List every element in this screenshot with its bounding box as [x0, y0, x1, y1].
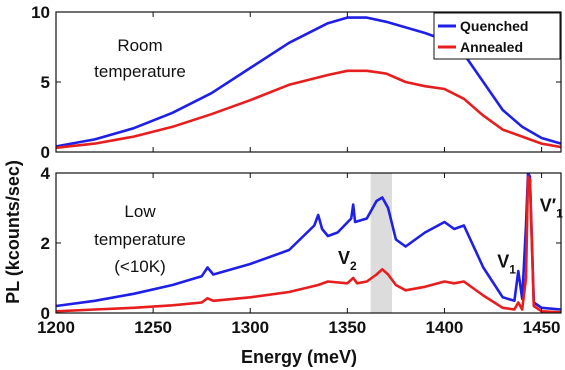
legend: Quenched Annealed	[433, 12, 561, 60]
legend-label: Quenched	[460, 18, 528, 34]
y-tick-label: 10	[31, 3, 50, 22]
panel-annotation: temperature	[94, 62, 186, 81]
series-line-quenched	[56, 16, 561, 148]
peak-label: V1	[497, 252, 516, 277]
y-tick-label: 0	[41, 143, 50, 162]
x-tick-label: 1300	[231, 318, 269, 337]
highlight-band	[370, 173, 393, 313]
x-tick-label: 1400	[426, 318, 464, 337]
low-temperature-panel: 0 2 4 1200 1250 1300 1350 1400 1450 Low temperatur…	[37, 164, 563, 337]
x-tick-label: 1450	[523, 318, 561, 337]
legend-label: Annealed	[460, 39, 523, 55]
series-line-annealed	[56, 69, 561, 150]
y-tick-label: 2	[41, 234, 50, 253]
peak-label: V2	[338, 248, 357, 273]
panel-annotation: (<10K)	[114, 257, 166, 276]
x-axis-title: Energy (meV)	[241, 347, 357, 367]
series-line-annealed	[56, 175, 561, 313]
panel-annotation: Room	[117, 36, 162, 55]
x-tick-label: 1350	[328, 318, 366, 337]
panel-annotation: Low	[124, 202, 156, 221]
room-temperature-panel: 0 5 10 Room temperature Quenched Annealed	[31, 3, 562, 162]
y-axis-title: PL (kcounts/sec)	[3, 160, 23, 304]
peak-label: V′1	[540, 196, 563, 221]
y-tick-label: 5	[41, 73, 50, 92]
series-line-quenched	[56, 173, 561, 311]
y-tick-label: 0	[41, 304, 50, 323]
y-tick-label: 4	[41, 164, 51, 183]
panel-annotation: temperature	[94, 230, 186, 249]
x-tick-label: 1250	[134, 318, 172, 337]
x-tick-label: 1200	[37, 318, 75, 337]
